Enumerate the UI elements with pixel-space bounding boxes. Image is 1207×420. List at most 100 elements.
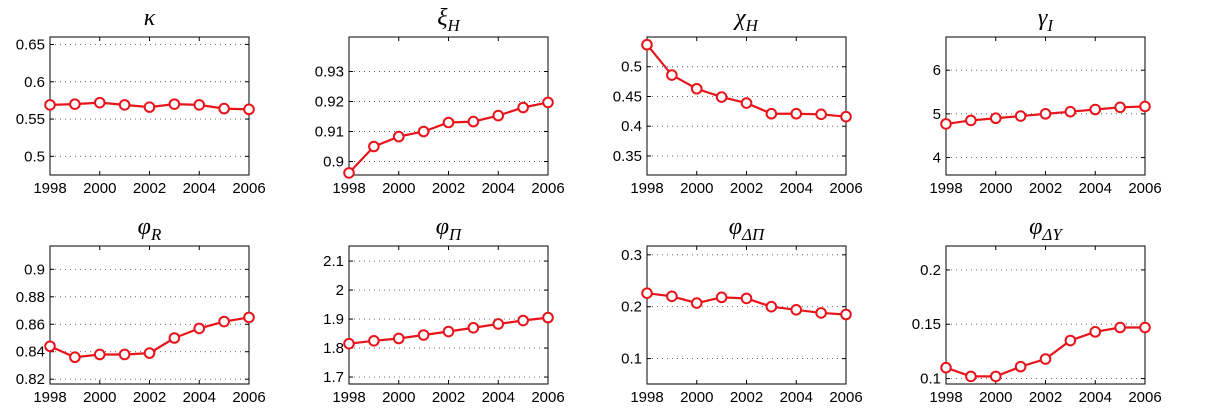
y-tick-label: 0.5 — [621, 59, 642, 76]
data-point — [218, 102, 230, 115]
y-tick-label: 0.92 — [315, 94, 344, 111]
x-tick-label: 2002 — [1029, 389, 1062, 406]
data-point — [715, 291, 728, 304]
x-tick-label: 1998 — [929, 180, 962, 197]
y-tick-label: 0.4 — [621, 118, 642, 135]
data-point — [368, 335, 380, 347]
plot-frame — [348, 245, 549, 385]
y-tick-label: 0.88 — [16, 289, 45, 306]
subplot-title: ξH — [437, 5, 461, 35]
y-tick-label: 2.1 — [323, 253, 344, 270]
y-tick-label: 1.9 — [323, 311, 344, 328]
data-point — [118, 348, 131, 361]
data-point — [690, 82, 703, 95]
x-tick-label: 1998 — [33, 389, 66, 406]
data-point — [1114, 321, 1126, 334]
x-tick-label: 2006 — [232, 180, 265, 197]
data-point — [690, 297, 703, 309]
x-tick-label: 1998 — [33, 180, 66, 197]
data-point — [989, 370, 1002, 383]
x-tick-label: 1998 — [332, 180, 365, 197]
subplot: φΔY 0.1 0.15 0.2 1998 2000 2002 2004 2006 — [912, 214, 1162, 406]
y-tick-label: 0.86 — [16, 316, 45, 333]
data-point — [168, 98, 181, 110]
y-tick-label: 0.35 — [613, 148, 642, 165]
title-symbol: ξ — [437, 5, 448, 31]
x-tick-label: 2006 — [531, 389, 564, 406]
x-tick-label: 2004 — [482, 389, 515, 406]
data-point — [143, 347, 156, 359]
y-tick-label: 2 — [336, 282, 344, 299]
data-point — [1064, 105, 1077, 118]
y-tick-label: 0.1 — [621, 351, 642, 368]
y-tick-label: 0.1 — [920, 371, 941, 388]
data-point — [765, 107, 778, 120]
data-point — [467, 321, 480, 334]
title-subscript: H — [745, 16, 760, 35]
x-tick-label: 2006 — [531, 180, 564, 197]
data-point — [940, 361, 952, 374]
data-point — [93, 348, 106, 361]
data-point — [542, 311, 554, 324]
data-point — [666, 69, 678, 81]
data-point — [392, 332, 405, 345]
plot-frame — [945, 245, 1146, 385]
data-point — [193, 322, 206, 335]
data-point — [641, 287, 653, 300]
y-tick-label: 1.7 — [323, 369, 344, 386]
title-subscript: ΔΠ — [741, 225, 766, 244]
plot-frame — [49, 245, 250, 385]
subplot: φR 0.82 0.84 0.86 0.88 0.9 1998 2000 2002 2004 200… — [16, 214, 266, 406]
x-tick-label: 1998 — [630, 389, 663, 406]
data-point — [1139, 321, 1151, 334]
y-tick-label: 0.84 — [16, 344, 45, 361]
data-point — [1014, 360, 1027, 373]
subplot: κ 0.5 0.55 0.6 0.65 1998 2000 2002 2004 2006 — [16, 5, 266, 197]
data-point — [1114, 101, 1126, 114]
title-subscript: H — [447, 16, 462, 35]
x-tick-label: 2004 — [1079, 180, 1112, 197]
y-tick-label: 4 — [933, 150, 941, 167]
plot-frame — [646, 36, 847, 176]
data-point — [343, 167, 355, 179]
title-symbol: φ — [436, 214, 449, 240]
title-symbol: φ — [138, 214, 151, 240]
subplot-title: κ — [144, 5, 156, 31]
x-tick-label: 1998 — [332, 389, 365, 406]
data-point — [1089, 103, 1102, 116]
x-tick-label: 2002 — [133, 180, 166, 197]
x-tick-label: 2000 — [979, 180, 1012, 197]
data-point — [143, 101, 156, 113]
x-tick-label: 2006 — [829, 389, 862, 406]
x-tick-label: 1998 — [929, 389, 962, 406]
data-point — [44, 340, 56, 353]
title-subscript: ΔY — [1041, 225, 1063, 244]
data-point — [666, 290, 678, 303]
data-point — [641, 38, 653, 51]
data-point — [1139, 100, 1151, 113]
title-symbol: φ — [1029, 214, 1042, 240]
data-point — [69, 351, 81, 364]
data-point — [392, 130, 405, 143]
data-point — [517, 314, 529, 327]
y-tick-label: 0.65 — [16, 36, 45, 53]
data-point — [69, 98, 81, 110]
data-point — [1039, 108, 1052, 120]
data-point — [965, 370, 977, 383]
data-point — [168, 332, 181, 344]
data-point — [815, 307, 827, 319]
data-point — [417, 125, 430, 138]
x-tick-label: 2002 — [1029, 180, 1062, 197]
subplot: φΔΠ 0.1 0.2 0.3 1998 2000 2002 2004 2006 — [621, 214, 863, 406]
x-tick-label: 2000 — [979, 389, 1012, 406]
data-point — [243, 311, 255, 324]
data-point — [368, 140, 380, 153]
y-tick-label: 0.9 — [24, 261, 45, 278]
x-tick-label: 2002 — [432, 389, 465, 406]
data-point — [44, 99, 56, 111]
y-tick-label: 0.2 — [621, 299, 642, 316]
data-point — [492, 109, 505, 122]
data-point — [542, 96, 554, 109]
x-tick-label: 2004 — [780, 389, 813, 406]
